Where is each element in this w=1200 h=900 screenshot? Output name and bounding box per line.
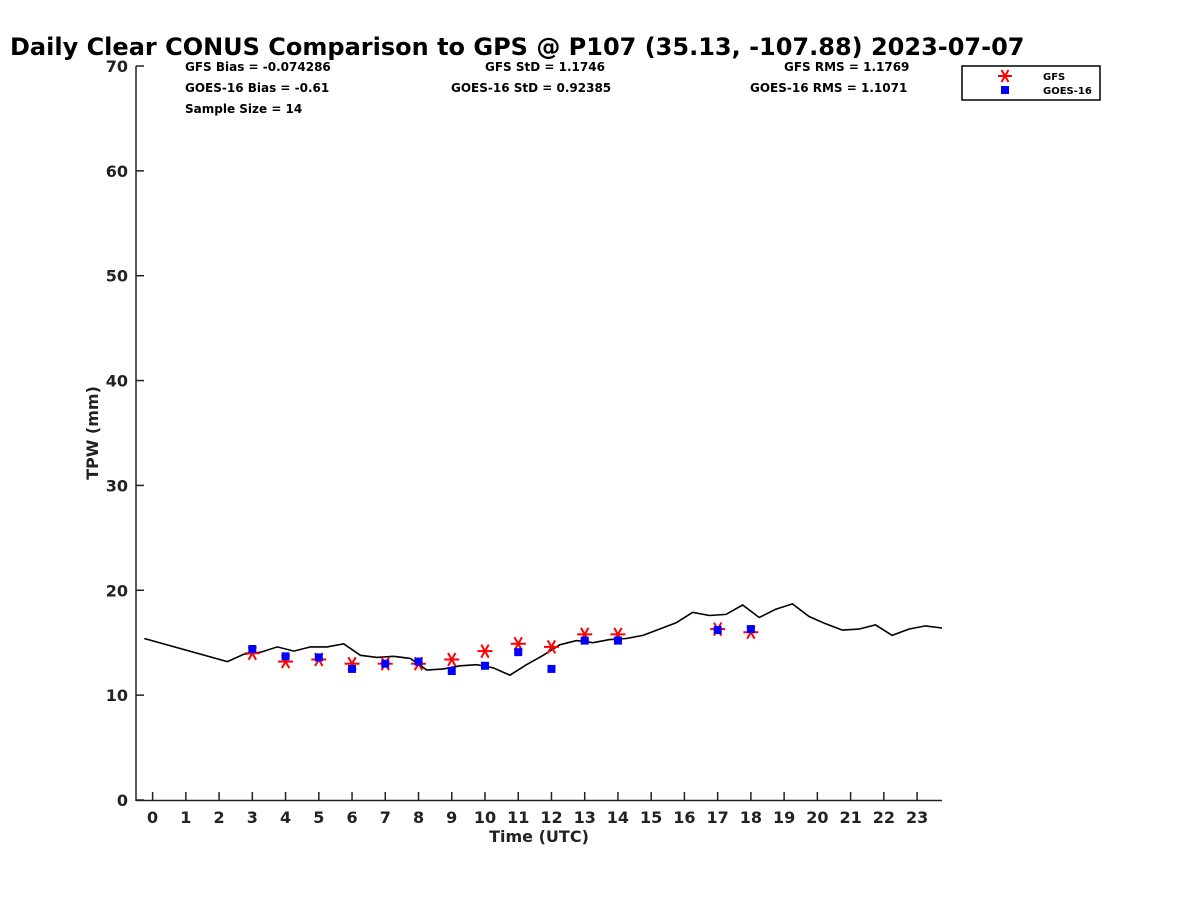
goes-rms-stat: GOES-16 RMS = 1.1071	[750, 81, 907, 95]
gfs-point	[543, 639, 559, 654]
gfs-point	[477, 644, 493, 659]
goes-point	[580, 636, 589, 645]
x-tick-label: 20	[806, 808, 828, 827]
goes-point	[480, 661, 489, 670]
x-ticks: 0 1 2 3 4 5 6 7 8 9 10 11 12 13 14 15 16 17 18 19 20 21 22 23	[147, 792, 928, 827]
x-tick-label: 17	[707, 808, 729, 827]
x-tick-label: 15	[640, 808, 662, 827]
y-tick-label: 10	[106, 686, 128, 705]
goes-point	[613, 636, 622, 645]
y-tick-label: 0	[117, 791, 128, 810]
legend-gfs-marker	[998, 69, 1012, 83]
legend-gfs-asterisk	[998, 69, 1012, 83]
sample-size-stat: Sample Size = 14	[185, 102, 302, 116]
y-axis-label: TPW (mm)	[83, 386, 102, 480]
gfs-point-stroke	[447, 652, 457, 667]
x-tick-label: 1	[180, 808, 191, 827]
x-tick-label: 11	[507, 808, 529, 827]
y-tick-label: 50	[106, 267, 128, 286]
goes-std-stat: GOES-16 StD = 0.92385	[451, 81, 611, 95]
x-tick-label: 5	[313, 808, 324, 827]
y-tick-label: 60	[106, 162, 128, 181]
x-tick-label: 10	[474, 808, 496, 827]
x-tick-label: 3	[247, 808, 258, 827]
x-tick-label: 2	[214, 808, 225, 827]
legend-gfs-label: GFS	[1043, 72, 1065, 83]
gfs-bias-stat: GFS Bias = -0.074286	[185, 60, 331, 74]
goes-point	[414, 657, 423, 666]
x-tick-label: 14	[607, 808, 629, 827]
y-tick-label: 30	[106, 476, 128, 495]
goes-bias-stat: GOES-16 Bias = -0.61	[185, 81, 329, 95]
y-tick-label: 40	[106, 372, 128, 391]
goes-point	[314, 653, 323, 662]
plot-area	[144, 603, 943, 677]
legend: GFS GOES-16	[961, 65, 1101, 101]
y-tick-label: 20	[106, 581, 128, 600]
x-tick-label: 0	[147, 808, 158, 827]
gfs-point	[510, 636, 526, 651]
x-tick-label: 19	[773, 808, 795, 827]
legend-box	[961, 65, 1101, 101]
gfs-rms-stat: GFS RMS = 1.1769	[784, 60, 909, 74]
goes-point	[447, 667, 456, 676]
x-tick-label: 12	[540, 808, 562, 827]
y-tick-label: 70	[106, 57, 128, 76]
x-tick-label: 21	[839, 808, 861, 827]
gps-tpw-line	[144, 603, 943, 677]
x-axis-label: Time (UTC)	[489, 827, 589, 846]
gfs-point-stroke	[546, 639, 557, 654]
x-tick-label: 9	[446, 808, 457, 827]
goes-point	[281, 652, 290, 661]
goes-point	[514, 648, 523, 657]
x-tick-label: 7	[380, 808, 391, 827]
gfs-point-stroke	[513, 636, 523, 651]
goes-point	[713, 626, 722, 635]
x-tick-label: 22	[873, 808, 895, 827]
legend-goes-label: GOES-16	[1043, 86, 1092, 97]
x-tick-label: 18	[740, 808, 762, 827]
goes-point	[547, 664, 556, 673]
gfs-point	[444, 652, 460, 667]
x-tick-label: 23	[906, 808, 928, 827]
y-ticks: 0 10 20 30 40 50 60 70	[106, 57, 144, 810]
gfs-point-stroke	[480, 644, 490, 659]
goes-point	[348, 664, 357, 673]
goes-point	[381, 659, 390, 668]
x-tick-label: 6	[346, 808, 357, 827]
goes-point	[248, 645, 257, 654]
x-tick-label: 8	[413, 808, 424, 827]
chart-title: Daily Clear CONUS Comparison to GPS @ P1…	[10, 33, 1024, 61]
x-tick-label: 13	[574, 808, 596, 827]
goes-point	[746, 625, 755, 634]
legend-gfs-asterisk-stroke	[1000, 69, 1010, 83]
legend-goes-marker	[1001, 86, 1009, 94]
x-tick-label: 16	[673, 808, 695, 827]
x-tick-label: 4	[280, 808, 291, 827]
gfs-std-stat: GFS StD = 1.1746	[485, 60, 605, 74]
